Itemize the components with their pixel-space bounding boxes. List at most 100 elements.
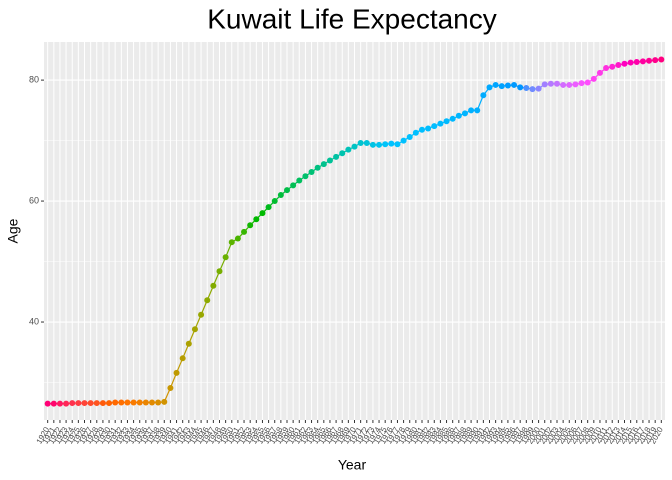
x-axis-label: Year <box>338 457 367 473</box>
point <box>124 399 131 406</box>
point <box>596 69 603 76</box>
point <box>333 153 340 160</box>
point <box>198 311 205 318</box>
point <box>308 169 315 176</box>
point <box>468 107 475 114</box>
point <box>400 137 407 144</box>
point <box>523 84 530 91</box>
point <box>376 141 383 148</box>
point <box>339 150 346 157</box>
point <box>351 143 358 150</box>
point <box>44 400 51 407</box>
point <box>443 118 450 125</box>
point <box>302 173 309 180</box>
point <box>259 210 266 217</box>
point <box>284 187 290 194</box>
point <box>136 399 143 406</box>
point <box>652 57 659 64</box>
point <box>461 110 468 117</box>
point <box>271 198 278 205</box>
point <box>345 146 352 153</box>
point <box>50 400 57 407</box>
point <box>191 326 198 333</box>
point <box>357 140 364 147</box>
point <box>155 399 162 406</box>
point <box>431 123 438 130</box>
point <box>425 125 432 132</box>
point <box>455 112 462 119</box>
point <box>210 282 217 289</box>
point <box>112 399 119 406</box>
point <box>296 177 303 184</box>
point <box>106 400 113 407</box>
point <box>603 65 610 72</box>
y-tick-label: 40 <box>29 316 39 326</box>
point <box>228 239 235 246</box>
point <box>406 133 413 140</box>
point <box>81 400 88 407</box>
point <box>646 57 653 64</box>
point <box>504 82 511 89</box>
point <box>498 83 505 90</box>
point <box>578 80 585 87</box>
point <box>486 84 493 91</box>
point <box>535 85 542 92</box>
point <box>142 399 149 406</box>
point <box>69 400 76 407</box>
point <box>179 355 186 362</box>
point <box>326 157 333 164</box>
point <box>437 120 444 127</box>
point <box>56 400 63 407</box>
point <box>554 80 560 87</box>
point <box>517 84 524 91</box>
point <box>560 81 567 88</box>
point <box>480 92 487 99</box>
point <box>369 141 376 148</box>
point <box>253 216 260 223</box>
point <box>609 63 616 70</box>
point <box>363 140 370 147</box>
point <box>173 369 180 376</box>
point <box>590 75 597 82</box>
point <box>547 80 554 87</box>
point <box>222 254 229 261</box>
y-axis-label: Age <box>5 218 21 243</box>
point <box>639 58 646 65</box>
point <box>241 228 248 235</box>
point <box>541 81 548 88</box>
point <box>149 399 155 406</box>
point <box>87 400 94 407</box>
point <box>290 182 297 189</box>
point <box>320 161 327 168</box>
point <box>412 129 419 136</box>
point <box>185 340 192 347</box>
point <box>63 400 70 407</box>
point <box>492 81 499 88</box>
point <box>572 81 579 88</box>
point <box>204 297 211 304</box>
point <box>247 222 254 229</box>
point <box>167 384 174 391</box>
point <box>566 81 573 88</box>
point <box>234 235 241 242</box>
point <box>449 115 456 122</box>
point <box>658 56 665 63</box>
point <box>75 400 82 407</box>
chart-title: Kuwait Life Expectancy <box>207 3 497 34</box>
point <box>93 400 100 407</box>
point <box>474 107 481 114</box>
point <box>627 59 634 66</box>
point <box>130 399 137 406</box>
point <box>382 141 389 148</box>
y-tick-label: 80 <box>29 74 39 84</box>
point <box>584 79 591 86</box>
point <box>621 60 628 67</box>
point <box>419 126 425 133</box>
point <box>265 204 272 211</box>
point <box>388 140 395 147</box>
point <box>314 164 321 171</box>
point <box>216 268 223 275</box>
point <box>99 400 106 407</box>
y-tick-label: 60 <box>29 195 39 205</box>
